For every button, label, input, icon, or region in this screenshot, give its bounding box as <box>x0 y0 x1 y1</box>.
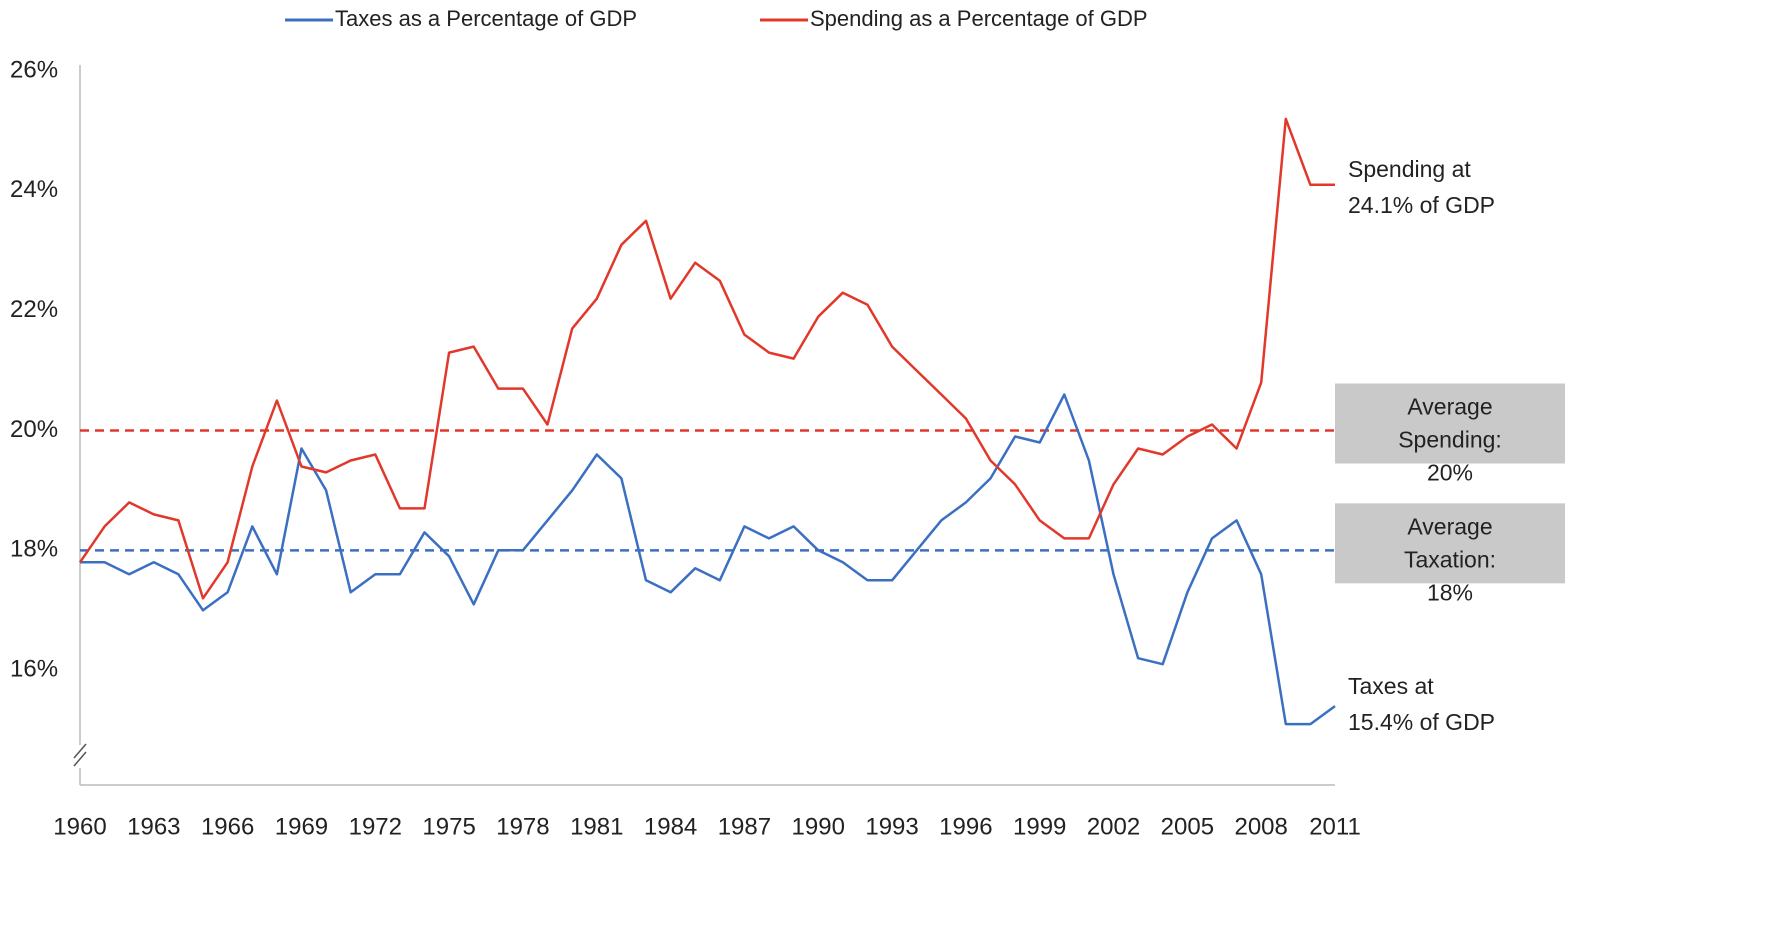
x-tick-label: 2002 <box>1087 813 1140 840</box>
x-tick-label: 1963 <box>127 813 180 840</box>
annotation-text: Taxation: <box>1404 546 1496 572</box>
x-tick-label: 1966 <box>201 813 254 840</box>
x-tick-label: 2011 <box>1309 813 1361 840</box>
legend-label: Spending as a Percentage of GDP <box>810 6 1148 31</box>
y-tick-label: 24% <box>10 176 58 203</box>
axis-break <box>73 743 87 759</box>
x-tick-label: 1969 <box>275 813 328 840</box>
x-tick-label: 1999 <box>1013 813 1066 840</box>
x-tick-label: 1960 <box>53 813 106 840</box>
x-tick-label: 2005 <box>1161 813 1214 840</box>
annotation-text: 18% <box>1427 579 1473 605</box>
annotation-text: 20% <box>1427 460 1473 486</box>
x-tick-label: 1990 <box>792 813 845 840</box>
annotation-box <box>1335 383 1565 464</box>
end-annotation: 15.4% of GDP <box>1348 709 1495 735</box>
end-annotation: 24.1% of GDP <box>1348 192 1495 218</box>
x-tick-label: 1975 <box>422 813 475 840</box>
y-tick-label: 22% <box>10 296 58 323</box>
legend-label: Taxes as a Percentage of GDP <box>335 6 637 31</box>
annotation-text: Average <box>1407 513 1492 539</box>
x-tick-label: 2008 <box>1234 813 1287 840</box>
annotation-text: Spending: <box>1398 427 1502 453</box>
series-line <box>78 117 1335 600</box>
x-tick-label: 1972 <box>349 813 402 840</box>
x-tick-label: 1987 <box>718 813 771 840</box>
x-tick-label: 1984 <box>644 813 697 840</box>
end-annotation: Taxes at <box>1348 673 1434 699</box>
y-tick-label: 18% <box>10 536 58 563</box>
annotation-text: Average <box>1407 394 1492 420</box>
end-annotation: Spending at <box>1348 156 1471 182</box>
annotation-box <box>1335 503 1565 584</box>
x-tick-label: 1993 <box>865 813 918 840</box>
series-line <box>80 393 1336 726</box>
y-tick-label: 20% <box>10 416 58 443</box>
axis-break <box>73 751 87 767</box>
y-tick-label: 16% <box>10 656 58 683</box>
y-tick-label: 26% <box>10 56 58 83</box>
x-tick-label: 1978 <box>496 813 549 840</box>
x-tick-label: 1981 <box>570 813 623 840</box>
x-tick-label: 1996 <box>939 813 992 840</box>
